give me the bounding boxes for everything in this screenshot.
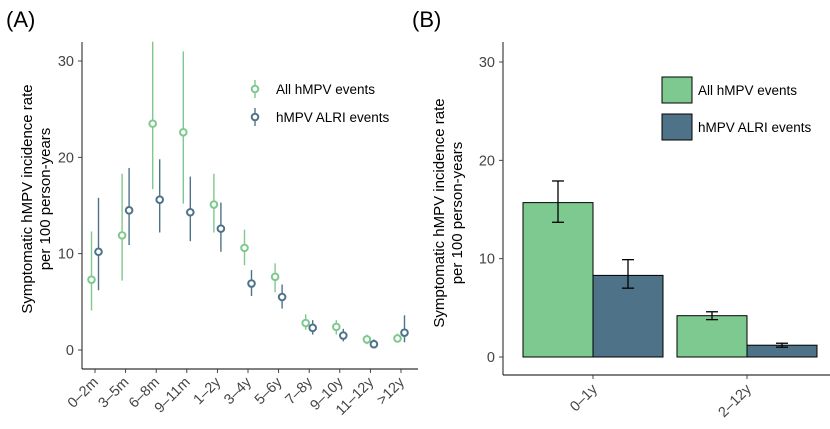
panel-a-point [209, 200, 219, 209]
panel-a-plot-area: 01020300–2m3–5m6–8m9–11m1–2y3–4y5–6y7–8y… [58, 41, 409, 419]
panel-b-plot-area: 0 10 20 30 0–1y 2–12y [479, 55, 818, 421]
panel-a-point [216, 224, 226, 233]
panel-a-ylabel-line2: per 100 person-years [37, 128, 54, 271]
panel-a-point [117, 231, 127, 240]
panel-a-point [155, 195, 164, 205]
panel-a-xtick-label: >12y [374, 374, 408, 408]
panel-b-legend-label: All hMPV events [698, 83, 797, 98]
panel-b-bar [676, 315, 748, 358]
panel-a-point [308, 323, 318, 333]
panel-a-point [393, 334, 402, 343]
panel-a-ytick-label: 0 [66, 343, 74, 359]
panel-b-xtick-label: 2–12y [716, 381, 756, 421]
panel-a-point [339, 331, 348, 340]
panel-a-xtick-label: 3–4y [221, 374, 255, 408]
panel-a-point [277, 292, 287, 302]
panel-b-legend: All hMPV events hMPV ALRI events [661, 76, 812, 141]
panel-a-point [301, 318, 311, 328]
panel-b-ytick-label: 0 [487, 350, 495, 366]
panel-a-point [87, 275, 96, 284]
panel-a-legend-label: hMPV ALRI events [276, 110, 390, 125]
panel-a-point [179, 127, 188, 137]
panel-a-label: (A) [6, 7, 35, 32]
panel-a-ytick-label: 30 [58, 54, 74, 70]
panel-a-point [124, 206, 134, 215]
panel-a-legend-label: All hMPV events [276, 82, 375, 97]
panel-a-point [186, 207, 195, 217]
panel-a-xtick-label: 3–5m [95, 375, 132, 412]
panel-b-label: (B) [412, 7, 441, 32]
panel-a-xtick-label: 0–2m [65, 375, 102, 412]
panel-b-ytick-label: 30 [479, 55, 495, 71]
panel-a-point [332, 322, 341, 332]
panel-b-ylabel-line1: Symptomatic hMPV incidence rate [431, 98, 448, 327]
panel-a-point [270, 272, 280, 282]
panel-a-point [94, 247, 103, 257]
panel-b-legend-label: hMPV ALRI events [698, 120, 812, 135]
panel-b-ytick-label: 20 [479, 153, 495, 169]
panel-a-point [148, 119, 157, 128]
panel-a-ytick-label: 20 [58, 150, 74, 166]
panel-a-point [240, 243, 249, 253]
panel-a-point [247, 279, 256, 288]
panel-b-legend-key [661, 76, 693, 104]
panel-a-point [400, 328, 409, 337]
panel-a-ytick-label: 10 [58, 247, 74, 263]
panel-b-bar [592, 274, 664, 358]
panel-a-point [362, 335, 372, 344]
panel-a-legend-key [250, 84, 260, 94]
panel-a-legend-key [250, 112, 260, 122]
panel-a-xtick-label: 9–11m [152, 375, 194, 417]
panel-b-xtick-label: 0–1y [567, 381, 601, 415]
panel-a-legend: All hMPV events hMPV ALRI events [250, 80, 390, 126]
panel-b-bar [522, 202, 594, 358]
panel-b-ytick-label: 10 [479, 252, 495, 268]
panel-b-ylabel-line2: per 100 person-years [449, 142, 466, 285]
panel-a-xtick-label: 1–2y [191, 374, 225, 408]
panel-a-xtick-label: 5–6y [252, 374, 286, 408]
panel-a-ylabel-line1: Symptomatic hMPV incidence rate [19, 84, 36, 313]
panel-b-legend-key [661, 113, 693, 141]
panel-a-point [369, 339, 379, 349]
